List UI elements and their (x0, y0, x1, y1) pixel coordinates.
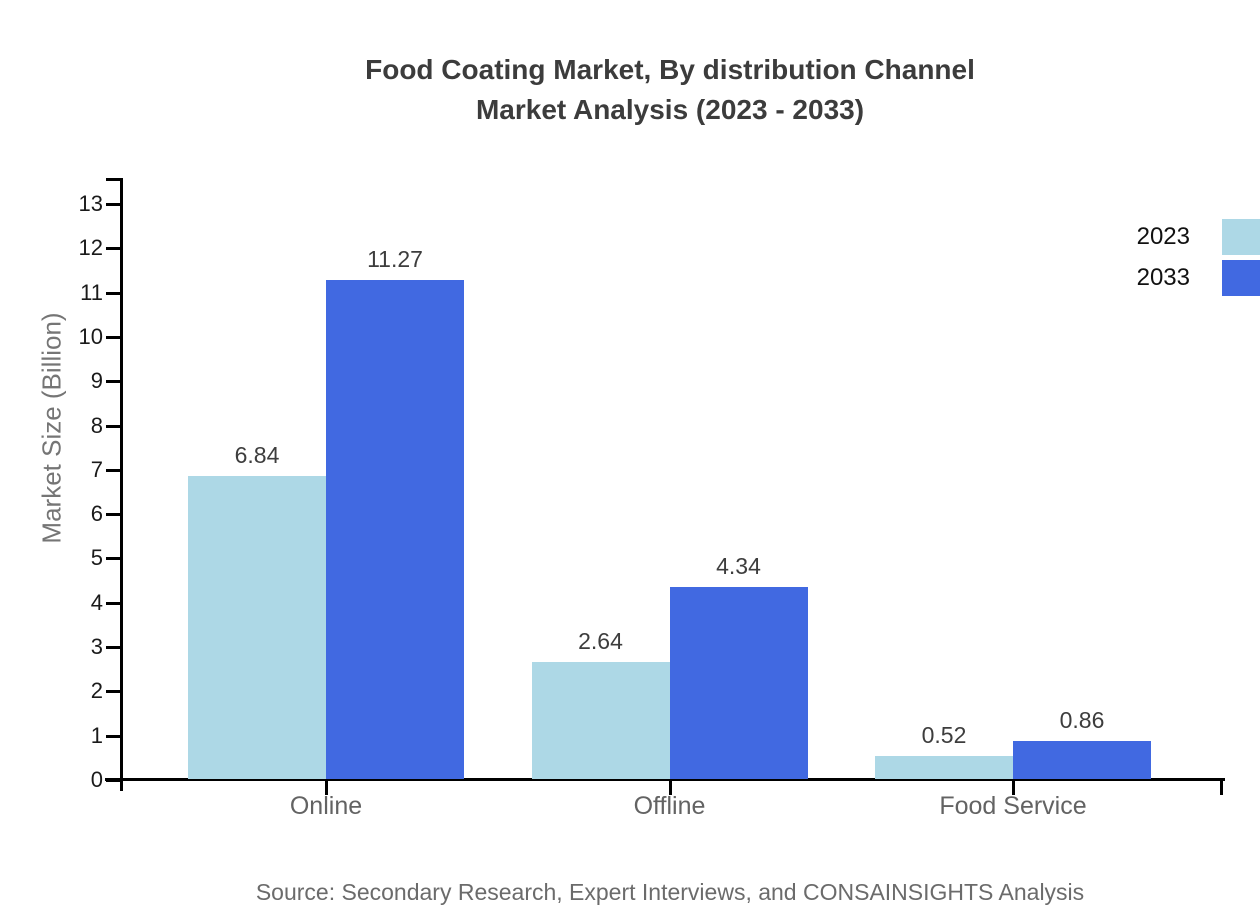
bar-2033-online (326, 279, 464, 779)
x-axis-line (105, 778, 1225, 781)
y-tick-label-12: 12 (78, 235, 103, 261)
bar-2023-online (188, 475, 326, 779)
y-tick-label-11: 11 (80, 279, 103, 305)
bar-2023-food-service (875, 755, 1013, 779)
value-label-2023-online: 6.84 (234, 441, 280, 468)
y-tick-7 (106, 468, 121, 472)
y-tick-2 (106, 690, 121, 694)
legend-label-2033: 2033 (1136, 264, 1190, 291)
value-label-2023-offline: 2.64 (578, 628, 623, 655)
y-tick-label-4: 4 (90, 589, 103, 615)
y-tick-13 (106, 203, 121, 206)
y-tick-label-7: 7 (90, 456, 103, 482)
y-tick-4 (106, 601, 121, 605)
x-category-label-food-service: Food Service (939, 792, 1087, 820)
y-tick-label-3: 3 (90, 634, 103, 660)
y-tick-label-13: 13 (78, 191, 103, 216)
legend-swatch-2023 (1222, 219, 1260, 255)
y-tick-12 (106, 247, 121, 251)
y-tick-0 (106, 779, 121, 782)
x-tick-online (325, 781, 328, 795)
y-tick-label-9: 9 (90, 368, 103, 394)
y-tick-10 (106, 335, 121, 339)
y-tick-8 (106, 424, 121, 428)
legend-label-2023: 2023 (1136, 223, 1190, 250)
legend-swatch-2033 (1222, 260, 1260, 296)
bar-2033-food-service (1013, 740, 1151, 779)
y-tick-label-10: 10 (78, 323, 103, 349)
legend-row-2023: 2023 (1130, 219, 1260, 255)
value-label-2033-offline: 4.34 (716, 552, 761, 579)
y-axis-line (120, 178, 123, 791)
y-tick-label-1: 1 (90, 722, 103, 748)
legend-row-2033: 2033 (1130, 260, 1260, 296)
chart-title: Food Coating Market, By distribution Cha… (80, 50, 1260, 130)
y-axis-end-cap (106, 178, 121, 181)
y-tick-label-2: 2 (90, 678, 103, 704)
y-tick-label-8: 8 (90, 412, 103, 438)
y-tick-5 (106, 557, 121, 561)
source-note: Source: Secondary Research, Expert Inter… (255, 879, 1085, 905)
y-tick-6 (106, 513, 121, 517)
bar-2023-offline (531, 662, 670, 779)
y-tick-3 (106, 646, 121, 650)
x-category-label-offline: Offline (633, 792, 706, 820)
value-label-2033-food-service: 0.86 (1059, 706, 1105, 733)
y-tick-label-6: 6 (90, 501, 103, 527)
value-label-2033-online: 11.27 (367, 245, 423, 272)
y-tick-9 (106, 380, 121, 384)
x-tick-food-service (1012, 781, 1015, 795)
bar-2033-offline (669, 586, 808, 779)
x-tick-offline (668, 781, 672, 795)
x-category-label-online: Online (289, 792, 363, 820)
y-tick-label-0: 0 (90, 767, 103, 792)
chart-title-line2: Market Analysis (2023 - 2033) (475, 94, 865, 125)
value-label-2023-food-service: 0.52 (921, 721, 967, 748)
chart-title-line1: Food Coating Market, By distribution Cha… (365, 54, 975, 85)
y-tick-label-5: 5 (90, 545, 103, 571)
y-tick-11 (106, 291, 121, 295)
x-axis-end-cap (1220, 778, 1223, 795)
y-tick-1 (106, 734, 121, 738)
legend: 2023 2033 (1130, 219, 1260, 301)
